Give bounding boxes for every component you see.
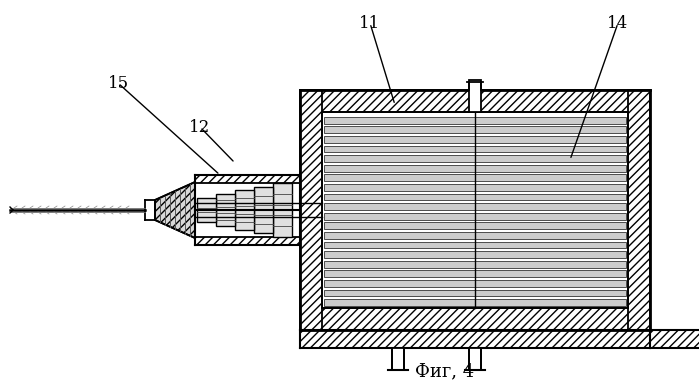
Bar — [195, 237, 300, 245]
Bar — [300, 90, 650, 112]
Bar — [324, 194, 626, 201]
Bar — [324, 213, 626, 219]
Bar — [650, 330, 699, 348]
Bar — [324, 261, 626, 268]
Bar — [197, 198, 216, 222]
Text: 12: 12 — [189, 119, 210, 136]
Bar — [324, 232, 626, 239]
Bar — [324, 127, 626, 133]
Bar — [324, 184, 626, 191]
Bar — [300, 308, 650, 330]
Bar — [324, 242, 626, 248]
Bar — [324, 174, 626, 181]
Bar — [216, 194, 235, 226]
Bar — [324, 251, 626, 258]
Bar — [235, 191, 254, 229]
Bar — [195, 175, 300, 183]
Bar — [324, 136, 626, 143]
Bar — [324, 290, 626, 296]
Bar — [392, 348, 404, 370]
Bar — [300, 330, 650, 348]
Bar — [273, 183, 292, 237]
Bar — [324, 146, 626, 152]
Bar — [324, 203, 626, 210]
Bar — [469, 80, 481, 112]
Text: 14: 14 — [607, 15, 628, 32]
Bar — [324, 271, 626, 277]
Bar — [628, 90, 650, 330]
Bar — [469, 348, 481, 370]
Text: 11: 11 — [359, 15, 381, 32]
Bar — [324, 155, 626, 162]
Bar — [300, 90, 322, 330]
Text: Фиг, 4: Фиг, 4 — [415, 362, 475, 380]
Text: 15: 15 — [108, 75, 129, 92]
Bar — [324, 299, 626, 306]
Bar — [324, 117, 626, 124]
Bar — [324, 165, 626, 172]
Bar — [324, 223, 626, 229]
Bar — [324, 280, 626, 287]
Bar — [254, 187, 273, 233]
Polygon shape — [155, 182, 195, 238]
